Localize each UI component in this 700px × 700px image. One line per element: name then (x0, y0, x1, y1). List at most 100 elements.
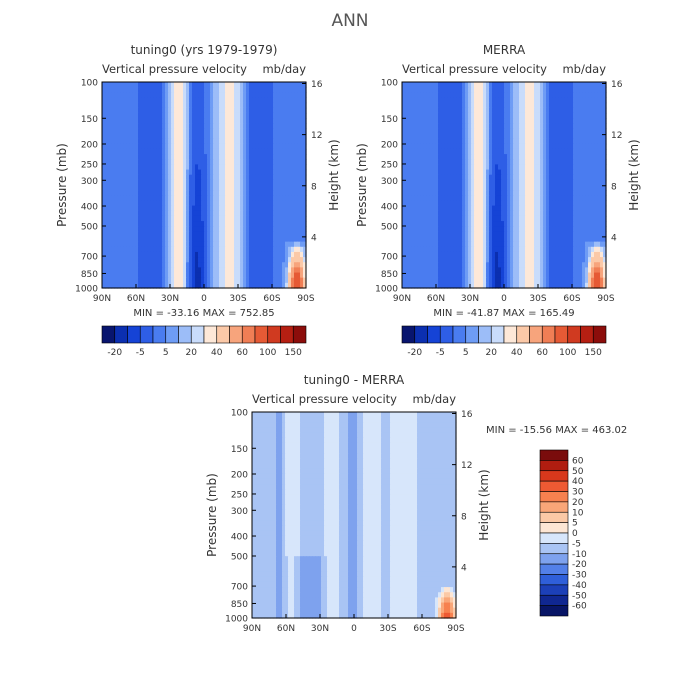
heatmap-cell (507, 143, 511, 150)
heatmap-cell (402, 154, 406, 160)
colorbar-swatch (114, 325, 128, 344)
heatmap-cell (486, 221, 490, 227)
heatmap-cell (462, 174, 466, 181)
heatmap-cell (198, 179, 202, 186)
heatmap-cell (243, 92, 247, 99)
heatmap-cell (204, 118, 208, 124)
heatmap-cell (417, 200, 421, 207)
heatmap-cell (264, 282, 268, 289)
heatmap-cell (228, 277, 232, 284)
heatmap-cell (468, 221, 472, 227)
heatmap-cell (531, 92, 535, 99)
heatmap-cell (303, 257, 307, 263)
heatmap-cell (144, 97, 148, 104)
heatmap-cell (156, 128, 160, 135)
heatmap-cell (102, 128, 106, 135)
heatmap-cell (198, 159, 202, 165)
heatmap-cell (525, 159, 529, 165)
heatmap-cell (570, 138, 574, 145)
y2-axis-label: Height (km) (327, 139, 341, 210)
heatmap-cell (573, 138, 577, 145)
heatmap-cell (252, 164, 256, 171)
heatmap-cell (183, 241, 187, 248)
heatmap-cell (207, 154, 211, 160)
heatmap-cell (555, 102, 559, 109)
heatmap-cell (444, 107, 448, 114)
heatmap-cell (114, 231, 118, 238)
heatmap-cell (246, 272, 250, 279)
heatmap-cell (138, 272, 142, 279)
heatmap-cell (222, 190, 226, 196)
heatmap-cell (204, 87, 208, 93)
heatmap-cell (207, 87, 211, 93)
heatmap-cell (429, 112, 433, 119)
heatmap-cell (603, 231, 607, 238)
heatmap-cell (153, 200, 157, 207)
heatmap-cell (123, 210, 127, 217)
heatmap-cell (183, 138, 187, 145)
heatmap-cell (585, 148, 589, 155)
heatmap-cell (402, 215, 406, 222)
heatmap-cell (525, 174, 529, 181)
heatmap-cell (237, 107, 241, 114)
heatmap-cell (456, 190, 460, 196)
heatmap-cell (234, 221, 238, 227)
heatmap-cell (114, 210, 118, 217)
heatmap-cell (510, 148, 514, 155)
heatmap-cell (561, 92, 565, 99)
heatmap-cell (165, 112, 169, 119)
heatmap-cell (483, 210, 487, 217)
heatmap-cell (504, 210, 508, 217)
heatmap-cell (117, 257, 121, 263)
heatmap-cell (174, 210, 178, 217)
heatmap-cell (132, 159, 136, 165)
heatmap-cell (480, 102, 484, 109)
heatmap-cell (300, 123, 304, 129)
heatmap-cell (576, 174, 580, 181)
heatmap-cell (582, 87, 586, 93)
heatmap-cell (477, 231, 481, 238)
heatmap-cell (408, 164, 412, 171)
heatmap-cell (138, 174, 142, 181)
heatmap-cell (255, 97, 259, 104)
heatmap-cell (411, 154, 415, 160)
heatmap-cell (489, 179, 493, 186)
heatmap-cell (276, 190, 280, 196)
heatmap-cell (138, 221, 142, 227)
heatmap-cell (447, 143, 451, 150)
heatmap-cell (123, 200, 127, 207)
heatmap-cell (162, 200, 166, 207)
heatmap-cell (141, 138, 145, 145)
heatmap-cell (252, 200, 256, 207)
heatmap-cell (162, 112, 166, 119)
heatmap-cell (507, 226, 511, 232)
heatmap-cell (132, 97, 136, 104)
heatmap-cell (489, 164, 493, 171)
heatmap-cell (237, 277, 241, 284)
heatmap-cell (273, 215, 277, 222)
heatmap-cell (210, 241, 214, 248)
heatmap-cell (222, 282, 226, 289)
heatmap-cell (153, 123, 157, 129)
heatmap-cell (240, 164, 244, 171)
heatmap-cell (159, 118, 163, 124)
heatmap-cell (555, 185, 559, 191)
heatmap-cell (228, 97, 232, 104)
heatmap-cell (588, 236, 592, 243)
heatmap-cell (534, 215, 538, 222)
heatmap-cell (411, 164, 415, 171)
heatmap-cell (111, 272, 115, 279)
heatmap-cell (468, 179, 472, 186)
heatmap-cell (180, 277, 184, 284)
heatmap-cell (192, 159, 196, 165)
heatmap-cell (204, 112, 208, 119)
heatmap-cell (600, 236, 604, 243)
heatmap-cell (522, 148, 526, 155)
heatmap-cell (192, 97, 196, 104)
heatmap-cell (219, 128, 223, 135)
heatmap-cell (294, 246, 298, 253)
heatmap-cell (525, 82, 529, 88)
heatmap-cell (444, 221, 448, 227)
heatmap-cell (423, 210, 427, 217)
heatmap-cell (135, 174, 139, 181)
